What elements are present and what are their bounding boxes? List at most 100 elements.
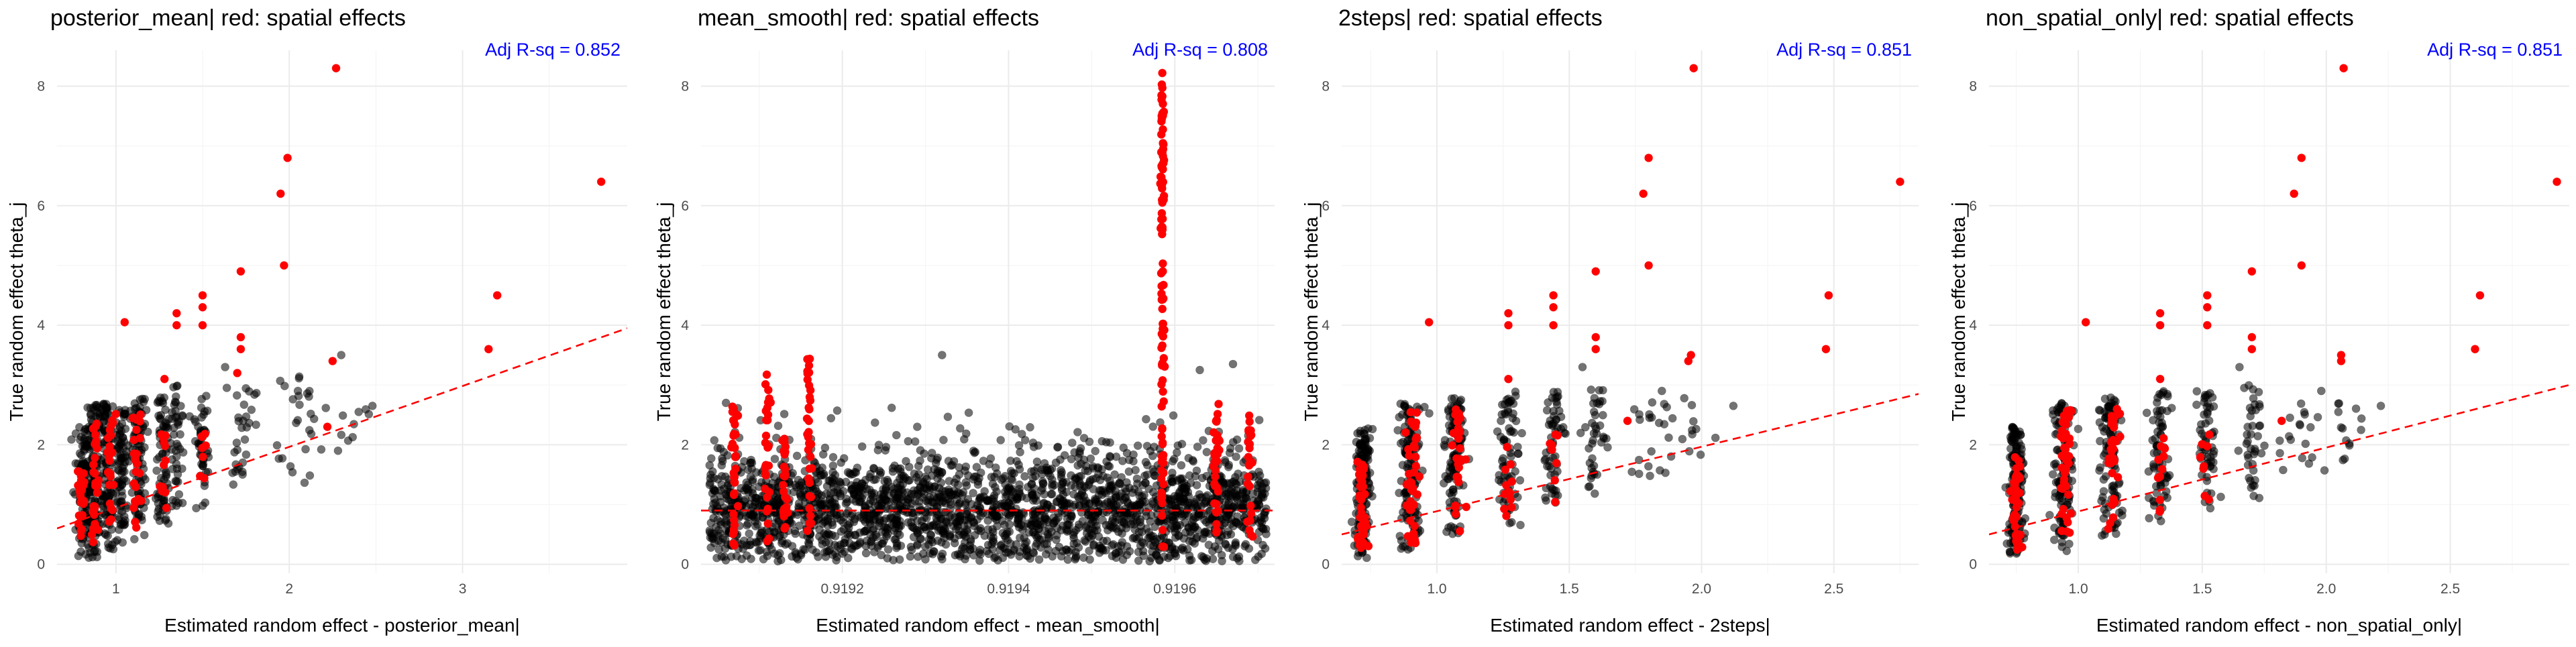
spatial-point [1159, 480, 1167, 488]
spatial-point [2015, 473, 2023, 481]
scatter-point [162, 516, 170, 524]
spatial-point [332, 64, 340, 72]
scatter-point [2254, 432, 2262, 440]
spatial-point [806, 355, 814, 363]
spatial-point [1508, 477, 1516, 485]
scatter-point [2339, 424, 2347, 432]
scatter-point [2235, 363, 2243, 371]
y-axis-label: True random effect theta_j [1301, 202, 1322, 422]
spatial-point [1503, 443, 1511, 451]
scatter-point [1063, 488, 1071, 496]
scatter-point [871, 418, 879, 426]
scatter-point [1254, 552, 1263, 561]
scatter-point [960, 530, 968, 538]
spatial-point [1244, 438, 1252, 446]
scatter-point [1074, 461, 1082, 469]
scatter-point [963, 481, 971, 489]
scatter-point [1036, 518, 1044, 526]
scatter-point [820, 470, 828, 478]
scatter-point [1048, 465, 1056, 473]
x-axis-label: Estimated random effect - posterior_mean… [164, 615, 520, 636]
y-tick-label: 0 [1322, 557, 1330, 573]
spatial-point [1213, 457, 1221, 465]
scatter-point [1516, 476, 1524, 484]
scatter-point [154, 412, 162, 420]
scatter-point [960, 435, 968, 443]
scatter-point [1053, 536, 1061, 544]
scatter-point [1094, 470, 1102, 478]
spatial-point [74, 467, 82, 475]
spatial-point [734, 502, 742, 510]
scatter-point [1658, 387, 1666, 395]
x-axis-label: Estimated random effect - mean_smooth| [816, 615, 1160, 636]
scatter-point [1003, 491, 1011, 499]
scatter-point [966, 545, 974, 553]
scatter-point [278, 455, 286, 463]
scatter-point [1151, 523, 1159, 531]
scatter-point [924, 465, 932, 473]
scatter-point [1110, 540, 1118, 548]
scatter-point [751, 522, 759, 530]
y-tick-label: 2 [37, 437, 45, 453]
scatter-point [1038, 477, 1046, 485]
scatter-point [2314, 413, 2322, 421]
scatter-point [1578, 363, 1587, 371]
scatter-point [969, 447, 977, 455]
scatter-point [865, 473, 873, 481]
scatter-point [975, 548, 983, 556]
spatial-point [807, 519, 815, 527]
scatter-point [952, 526, 960, 534]
scatter-point [1065, 548, 1073, 556]
scatter-point [1395, 489, 1403, 497]
scatter-point [2286, 414, 2294, 422]
scatter-point [996, 546, 1004, 554]
scatter-point [2245, 381, 2253, 390]
scatter-point [1028, 490, 1036, 498]
scatter-point [1027, 467, 1035, 475]
spatial-point [1245, 461, 1253, 469]
spatial-point [1364, 542, 1373, 550]
scatter-point [1576, 429, 1585, 437]
scatter-point [839, 487, 847, 495]
scatter-point [289, 396, 297, 404]
scatter-point [1116, 479, 1124, 487]
scatter-point [1136, 518, 1144, 526]
scatter-point [939, 436, 947, 444]
spatial-point [1548, 446, 1556, 454]
spatial-point [198, 433, 206, 441]
scatter-point [1218, 557, 1226, 565]
scatter-point [1014, 495, 1022, 504]
spatial-point [237, 345, 245, 353]
scatter-point [774, 551, 782, 559]
scatter-point [1142, 479, 1150, 487]
scatter-point [1095, 549, 1104, 557]
scatter-point [858, 443, 866, 451]
scatter-point [876, 471, 884, 479]
scatter-point [1258, 483, 1267, 491]
scatter-point [1028, 522, 1036, 530]
scatter-point [944, 413, 952, 421]
spatial-point [2062, 465, 2070, 473]
spatial-point [1158, 196, 1166, 204]
scatter-point [2118, 512, 2126, 520]
y-tick-label: 8 [681, 78, 689, 94]
scatter-point [1130, 534, 1138, 542]
scatter-point [894, 505, 902, 513]
scatter-point [1171, 524, 1179, 532]
scatter-point [869, 525, 877, 533]
scatter-point [1081, 467, 1089, 475]
spatial-point [1210, 499, 1218, 508]
scatter-point [2217, 493, 2225, 501]
scatter-point [2334, 408, 2343, 416]
spatial-point [804, 527, 812, 535]
scatter-point [828, 521, 837, 529]
spatial-point [1157, 290, 1165, 298]
scatter-point [1141, 497, 1149, 506]
spatial-point [158, 430, 166, 438]
spatial-point [1412, 462, 1420, 470]
